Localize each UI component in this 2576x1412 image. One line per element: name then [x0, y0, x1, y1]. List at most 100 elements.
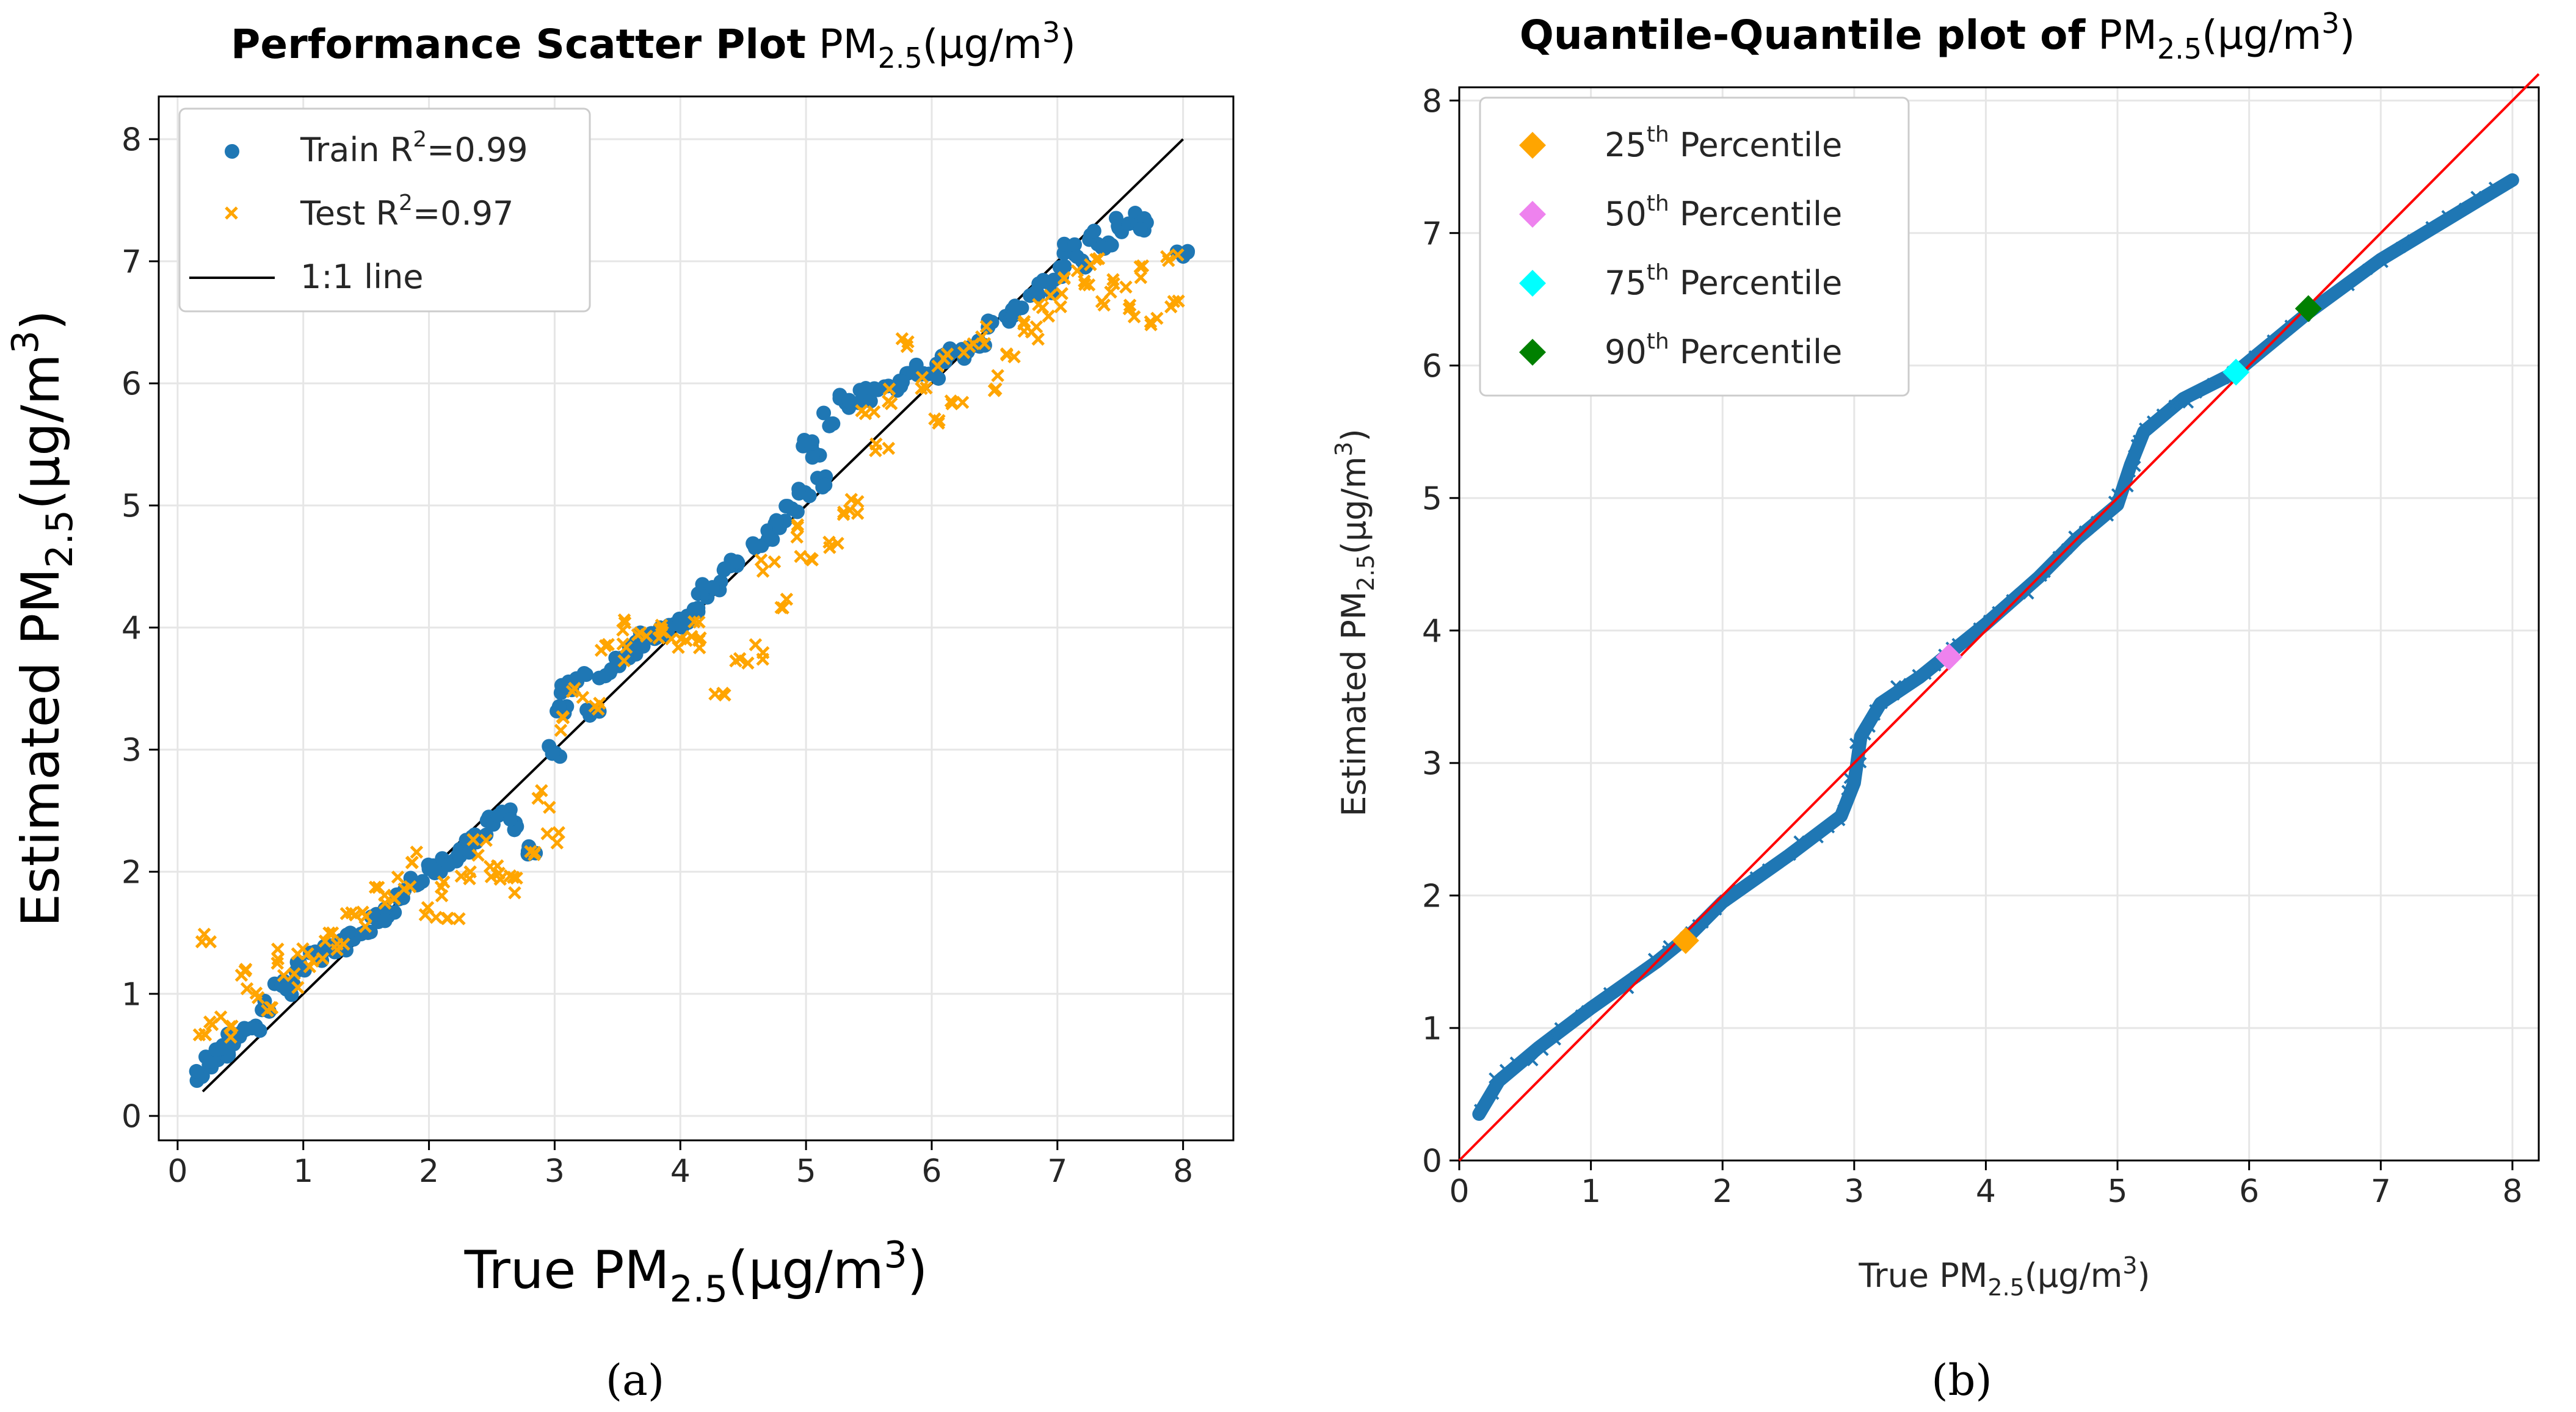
x-tick-label: 6: [921, 1153, 942, 1190]
test-point: [405, 856, 419, 869]
test-point: [1095, 295, 1109, 308]
legend-test-label: Test R2=0.97: [300, 190, 513, 233]
quantile-point: [2248, 350, 2260, 362]
test-point: [576, 690, 590, 704]
quantile-point: [1785, 849, 1796, 861]
x-tick-label: 1: [1581, 1173, 1601, 1210]
quantile-point: [2182, 397, 2194, 409]
quantile-point: [1554, 1022, 1566, 1034]
test-point: [556, 711, 570, 725]
panel-b-title: Quantile-Quantile plot of PM2.5(µg/m3): [1520, 7, 2356, 65]
quantile-point: [2362, 263, 2373, 275]
quantile-point: [1864, 721, 1876, 733]
quantile-point: [2441, 210, 2453, 222]
test-point: [1055, 287, 1068, 300]
test-point: [510, 871, 523, 885]
test-point: [594, 643, 608, 657]
quantile-point: [1837, 803, 1849, 816]
test-point: [325, 926, 339, 940]
test-point: [1127, 310, 1141, 324]
test-point: [410, 845, 424, 859]
train-point: [1094, 240, 1109, 255]
train-point: [1031, 287, 1046, 302]
x-tick-label: 1: [293, 1153, 313, 1190]
test-point: [692, 641, 706, 654]
test-point: [1078, 278, 1092, 291]
quantile-point: [2266, 334, 2279, 346]
legend-marker-25: [1519, 132, 1546, 159]
test-point: [790, 530, 804, 544]
train-point: [1086, 223, 1101, 239]
train-point: [576, 666, 592, 681]
x-tick-label: 0: [1449, 1173, 1469, 1210]
panel-a-legend-frame: [178, 107, 591, 313]
test-point: [987, 384, 1001, 397]
test-point: [1119, 280, 1133, 294]
train-point: [415, 874, 430, 889]
quantile-point: [1622, 982, 1634, 994]
panel-b-caption: (b): [1931, 1355, 1992, 1405]
test-point: [688, 615, 701, 629]
panel-a-legend: Train R2=0.99 Test R2=0.97 1:1 line: [178, 107, 591, 313]
quantile-point: [2156, 408, 2168, 420]
test-point: [1084, 258, 1097, 272]
train-point: [1133, 222, 1148, 237]
test-point: [552, 826, 565, 839]
test-point: [240, 982, 254, 996]
quantile-point: [2102, 510, 2114, 522]
test-point: [741, 656, 755, 670]
y-tick-label: 8: [1422, 83, 1442, 120]
x-tick-label: 6: [2239, 1173, 2259, 1210]
test-point: [1144, 318, 1158, 331]
train-point: [244, 1021, 259, 1036]
test-point: [435, 889, 449, 903]
test-point: [656, 625, 669, 639]
quantile-point: [1812, 831, 1824, 844]
test-point: [421, 900, 435, 914]
quantile-point: [2406, 234, 2418, 246]
quantile-point: [1663, 940, 1675, 952]
y-tick-label: 4: [122, 610, 142, 647]
test-point: [1043, 289, 1058, 302]
legend-train-label: Train R2=0.99: [300, 127, 528, 169]
panel-a-train-points: [189, 206, 1195, 1088]
quantile-point: [2317, 294, 2329, 306]
train-point: [730, 554, 745, 570]
quantile-point: [1859, 729, 1871, 741]
test-point: [1042, 310, 1056, 323]
quantile-point: [1890, 680, 1902, 692]
y-tick-label: 1: [122, 977, 142, 1013]
test-point: [452, 912, 466, 925]
y-tick-label: 3: [122, 733, 142, 769]
legend-test-marker: [225, 206, 238, 220]
test-point: [1082, 278, 1096, 292]
test-point: [463, 865, 477, 879]
test-point: [991, 369, 1004, 382]
train-point: [818, 477, 833, 493]
test-point: [882, 441, 896, 455]
test-point: [915, 382, 928, 396]
quantile-point: [1903, 678, 1915, 690]
train-point: [825, 416, 841, 432]
panel-a-caption: (a): [606, 1355, 664, 1405]
test-point: [975, 330, 989, 344]
quantile-point: [1509, 1056, 1522, 1068]
quantile-point: [2470, 190, 2482, 203]
train-point: [1007, 299, 1023, 314]
test-point: [296, 942, 310, 956]
test-point: [397, 882, 411, 896]
x-tick-label: 8: [2502, 1173, 2522, 1210]
panel-b-legend-frame: [1479, 96, 1910, 397]
train-point: [881, 378, 896, 394]
test-point: [756, 564, 770, 578]
panel-a-ylabel: Estimated PM2.5(µg/m3): [4, 310, 81, 927]
test-point: [277, 969, 291, 982]
test-point: [944, 394, 958, 408]
panel-a-grid: [159, 96, 1233, 1140]
y-tick-label: 7: [1422, 215, 1442, 252]
x-tick-label: 5: [796, 1153, 816, 1190]
test-point: [619, 640, 633, 654]
quantile-point: [1929, 660, 1942, 672]
train-point: [1031, 276, 1047, 291]
x-tick-label: 3: [545, 1153, 565, 1190]
